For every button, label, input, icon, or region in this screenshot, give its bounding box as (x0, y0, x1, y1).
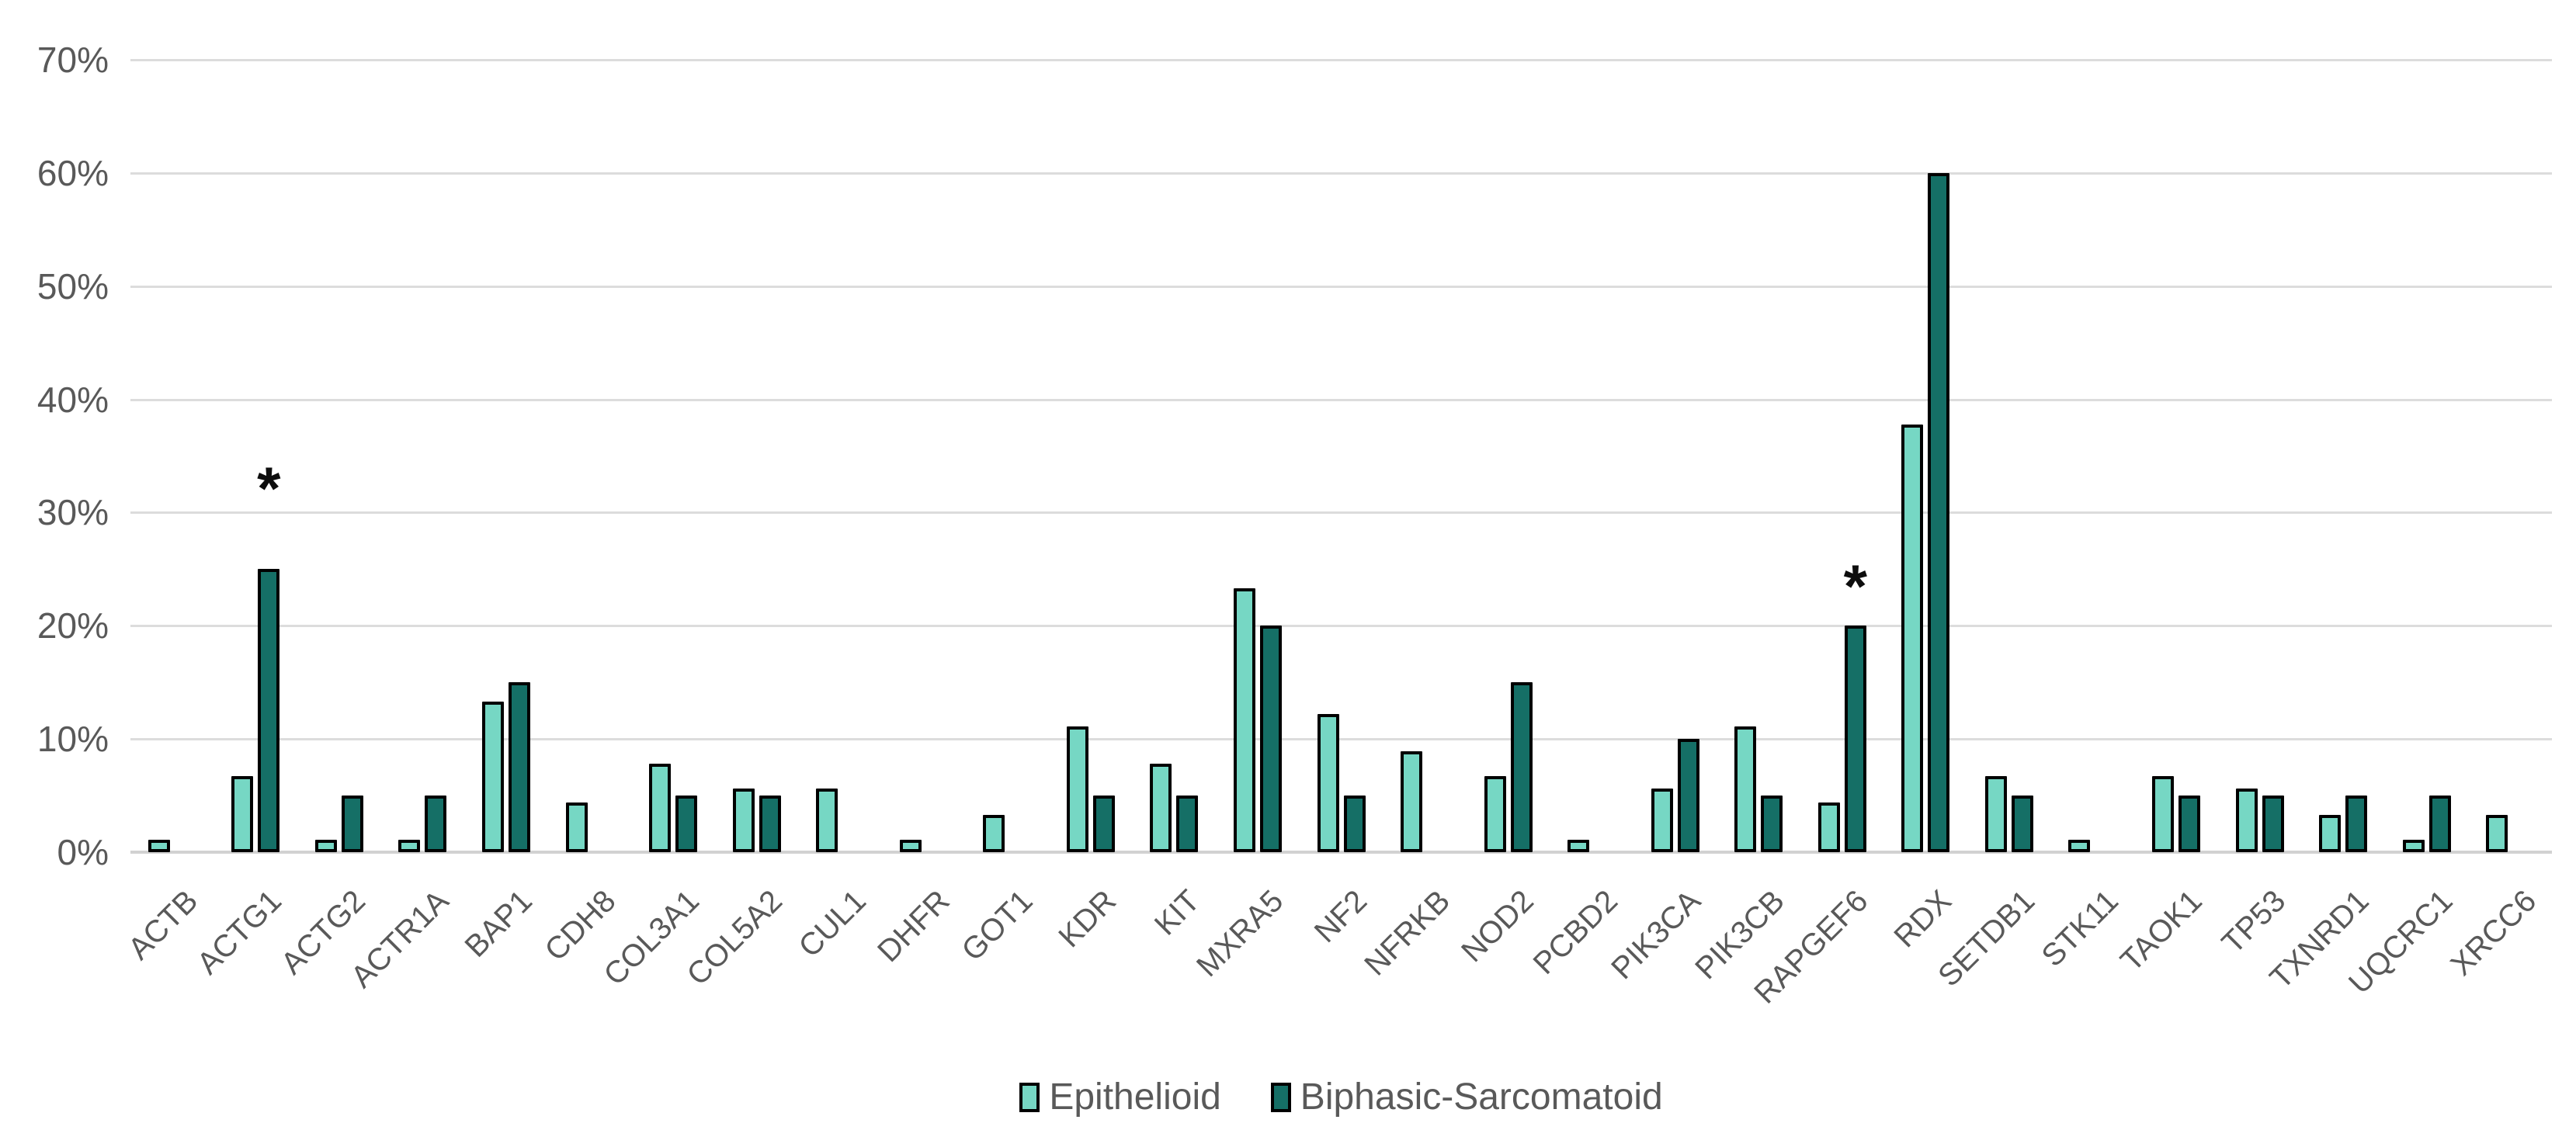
gridline-70% (130, 59, 2552, 61)
x-axis-label-actb: ACTB (121, 883, 205, 967)
x-axis-label-xrcc6: XRCC6 (2443, 883, 2543, 983)
x-axis-label-dhfr: DHFR (870, 883, 956, 969)
x-axis-label-kit: KIT (1147, 883, 1207, 942)
x-axis-label-kdr: KDR (1052, 883, 1123, 955)
bar-epithelioid-actr1a (398, 840, 421, 852)
bar-epithelioid-kit (1150, 764, 1172, 852)
bar-epithelioid-pik3ca (1651, 789, 1673, 852)
x-axis-label-actg1: ACTG1 (190, 883, 289, 981)
bar-epithelioid-uqcrc1 (2402, 840, 2425, 852)
bar-biphasic-sarcomatoid-rdx (1928, 173, 1950, 852)
bar-biphasic-sarcomatoid-actg1 (258, 569, 280, 852)
bar-epithelioid-kdr (1066, 726, 1088, 852)
gridline-50% (130, 285, 2552, 288)
bar-biphasic-sarcomatoid-pik3ca (1677, 739, 1699, 852)
bar-epithelioid-nfrkb (1401, 751, 1423, 852)
y-tick-label-60%: 60% (36, 152, 109, 193)
bar-epithelioid-got1 (983, 815, 1005, 852)
legend: Epithelioid Biphasic-Sarcomatoid (130, 1074, 2552, 1121)
bar-biphasic-sarcomatoid-bap1 (508, 682, 530, 852)
bar-epithelioid-rapgef6 (1817, 802, 1840, 852)
bar-biphasic-sarcomatoid-col3a1 (675, 796, 698, 852)
x-axis-label-stk11: STK11 (2035, 883, 2126, 974)
legend-item-biphasic-sarcomatoid: Biphasic-Sarcomatoid (1270, 1076, 1663, 1118)
bar-epithelioid-col5a2 (732, 789, 755, 852)
gridline-20% (130, 625, 2552, 628)
bar-epithelioid-cul1 (816, 789, 838, 852)
x-axis-label-cul1: CUL1 (792, 883, 873, 965)
bar-epithelioid-rdx (1901, 425, 1924, 852)
bar-biphasic-sarcomatoid-mxra5 (1259, 626, 1282, 852)
gridline-40% (130, 398, 2552, 401)
bar-biphasic-sarcomatoid-tp53 (2262, 796, 2284, 852)
y-tick-label-30%: 30% (36, 492, 109, 533)
bar-epithelioid-pcbd2 (1567, 840, 1590, 852)
gridline-30% (130, 511, 2552, 515)
y-tick-label-10%: 10% (36, 719, 109, 760)
bar-epithelioid-bap1 (481, 702, 504, 852)
bar-epithelioid-setdb1 (1984, 776, 2007, 852)
bar-biphasic-sarcomatoid-nod2 (1510, 682, 1533, 852)
y-tick-label-20%: 20% (36, 605, 109, 646)
x-axis-label-got1: GOT1 (955, 883, 1040, 968)
bar-epithelioid-mxra5 (1233, 588, 1255, 852)
bar-epithelioid-xrcc6 (2486, 815, 2508, 852)
bar-biphasic-sarcomatoid-pik3cb (1761, 796, 1783, 852)
x-axis-label-bap1: BAP1 (458, 883, 539, 965)
x-axis-label-pik3ca: PIK3CA (1605, 883, 1708, 986)
x-axis-label-nf2: NF2 (1307, 883, 1374, 950)
x-axis-label-taok1: TAOK1 (2113, 883, 2209, 979)
bar-biphasic-sarcomatoid-uqcrc1 (2428, 796, 2451, 852)
bar-epithelioid-nod2 (1484, 776, 1506, 852)
y-tick-label-50%: 50% (36, 265, 109, 307)
bar-biphasic-sarcomatoid-txnrd1 (2345, 796, 2368, 852)
gridline-60% (130, 172, 2552, 175)
bar-epithelioid-txnrd1 (2319, 815, 2342, 852)
bar-epithelioid-stk11 (2068, 840, 2091, 852)
bar-epithelioid-actg2 (314, 840, 337, 852)
legend-swatch-biphasic-sarcomatoid (1270, 1083, 1291, 1112)
x-axis-label-tp53: TP53 (2215, 883, 2293, 961)
y-tick-label-70%: 70% (36, 40, 109, 80)
bar-biphasic-sarcomatoid-taok1 (2178, 796, 2201, 852)
legend-label-biphasic-sarcomatoid: Biphasic-Sarcomatoid (1300, 1076, 1663, 1118)
bar-epithelioid-actg1 (231, 776, 254, 852)
x-axis-label-cdh8: CDH8 (538, 883, 623, 968)
legend-label-epithelioid: Epithelioid (1049, 1076, 1221, 1118)
legend-swatch-epithelioid (1019, 1083, 1040, 1112)
bar-biphasic-sarcomatoid-kit (1176, 796, 1199, 852)
y-tick-label-40%: 40% (36, 379, 109, 420)
bar-biphasic-sarcomatoid-nf2 (1343, 796, 1366, 852)
significance-asterisk-rapgef6: * (1843, 551, 1867, 620)
bar-biphasic-sarcomatoid-rapgef6 (1844, 626, 1866, 852)
bar-epithelioid-dhfr (899, 840, 922, 852)
bar-epithelioid-cdh8 (565, 802, 588, 852)
x-axis-line (130, 851, 2552, 854)
bar-epithelioid-col3a1 (649, 764, 672, 852)
bar-epithelioid-taok1 (2152, 776, 2175, 852)
bar-biphasic-sarcomatoid-col5a2 (759, 796, 781, 852)
bar-epithelioid-tp53 (2235, 789, 2258, 852)
bar-epithelioid-actb (148, 840, 170, 852)
bar-biphasic-sarcomatoid-actr1a (425, 796, 447, 852)
bar-biphasic-sarcomatoid-kdr (1092, 796, 1115, 852)
y-tick-label-0%: 0% (57, 832, 109, 872)
x-axis-label-nfrkb: NFRKB (1358, 883, 1457, 983)
bar-epithelioid-pik3cb (1734, 726, 1757, 852)
x-axis-label-rdx: RDX (1887, 883, 1959, 955)
legend-item-epithelioid: Epithelioid (1019, 1076, 1221, 1118)
bar-epithelioid-nf2 (1317, 714, 1339, 852)
bar-biphasic-sarcomatoid-setdb1 (2011, 796, 2033, 852)
significance-asterisk-actg1: * (257, 454, 281, 523)
gridline-10% (130, 738, 2552, 741)
bar-biphasic-sarcomatoid-actg2 (341, 796, 363, 852)
x-axis-label-mxra5: MXRA5 (1190, 883, 1290, 984)
